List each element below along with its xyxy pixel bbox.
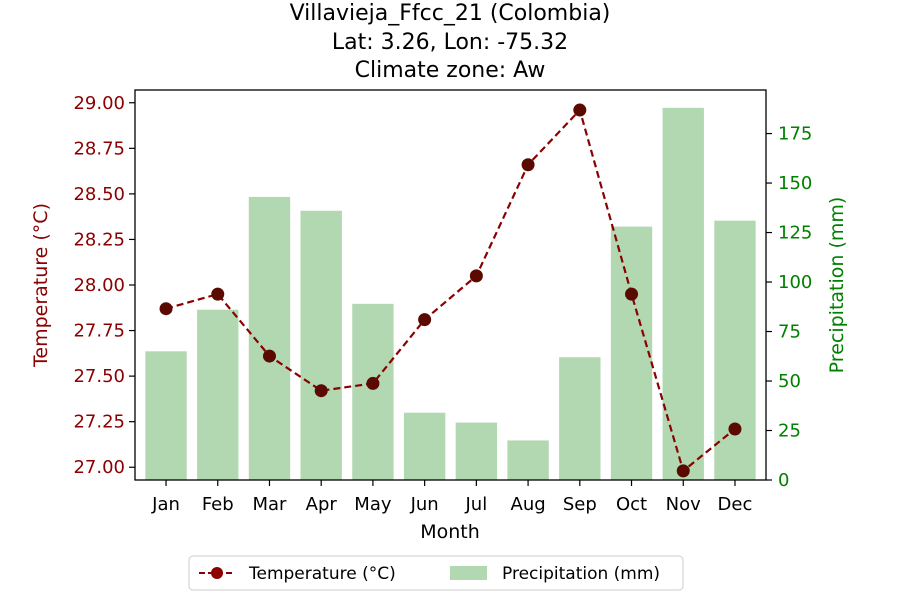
- precipitation-bars: [145, 107, 756, 481]
- precip-tick-label: 75: [778, 322, 801, 343]
- temp-tick-label: 27.50: [73, 366, 125, 387]
- legend-precipitation-label: Precipitation (mm): [502, 564, 660, 584]
- temp-point-mar: [262, 349, 276, 363]
- month-tick-label-nov: Nov: [666, 494, 701, 515]
- temp-tick-label: 28.00: [73, 275, 125, 296]
- temperature-axis: 27.00 27.25 27.50 27.75 28.00 28.25 28.50 28.75…: [73, 93, 135, 478]
- chart-title-line-3: Climate zone: Aw: [355, 58, 546, 83]
- month-tick-label-apr: Apr: [306, 494, 338, 515]
- temp-tick-label: 28.25: [73, 229, 125, 250]
- month-tick-label-jul: Jul: [465, 494, 488, 515]
- precip-bar-jul: [455, 422, 498, 480]
- month-tick-label-feb: Feb: [202, 494, 234, 515]
- temp-point-nov: [676, 464, 690, 478]
- chart-title-line-2: Lat: 3.26, Lon: -75.32: [332, 30, 568, 55]
- month-tick-label-mar: Mar: [252, 494, 287, 515]
- precip-tick-label: 50: [778, 371, 801, 392]
- temp-tick-label: 27.00: [73, 457, 125, 478]
- precip-bar-sep: [559, 357, 601, 480]
- temp-point-jan: [159, 302, 173, 316]
- precip-tick-label: 25: [778, 421, 801, 442]
- month-tick-label-sep: Sep: [563, 494, 597, 515]
- temp-point-sep: [573, 103, 587, 117]
- month-tick-label-aug: Aug: [511, 494, 546, 515]
- precip-bar-feb: [197, 309, 239, 480]
- temperature-axis-label: Temperature (°C): [30, 203, 52, 368]
- temp-point-oct: [625, 287, 639, 301]
- temp-point-jul: [469, 269, 483, 283]
- precipitation-axis: 0 25 50 75 100 125 150 175: [766, 124, 812, 491]
- temperature-line-layer: [159, 103, 742, 478]
- legend-box: [188, 555, 684, 591]
- month-tick-label-jun: Jun: [410, 494, 439, 515]
- precip-bar-aug: [507, 440, 549, 480]
- temp-tick-label: 27.25: [73, 412, 125, 433]
- precip-tick-label: 150: [778, 173, 812, 194]
- temp-point-aug: [521, 158, 535, 172]
- month-tick-label-oct: Oct: [616, 494, 647, 515]
- temp-point-apr: [314, 384, 328, 398]
- temp-point-may: [366, 376, 380, 390]
- precip-tick-label: 125: [778, 223, 812, 244]
- temp-tick-label: 28.75: [73, 138, 125, 159]
- legend-temperature-label: Temperature (°C): [248, 564, 396, 584]
- chart-title-line-1: Villavieja_Ffcc_21 (Colombia): [290, 1, 611, 26]
- temp-point-feb: [211, 287, 225, 301]
- month-tick-label-may: May: [354, 494, 392, 515]
- precip-bar-oct: [610, 226, 653, 480]
- precip-bar-jan: [145, 351, 187, 480]
- month-tick-label-jan: Jan: [151, 494, 180, 515]
- temp-tick-label: 28.50: [73, 184, 125, 205]
- chart-title: Villavieja_Ffcc_21 (Colombia) Lat: 3.26,…: [290, 1, 611, 83]
- precip-bar-may: [352, 303, 394, 480]
- precip-bar-dec: [714, 220, 756, 480]
- month-axis: Jan Feb Mar Apr May Jun Jul Aug Sep Oct Nov Dec: [151, 480, 752, 515]
- month-tick-label-dec: Dec: [718, 494, 753, 515]
- precip-bar-jun: [403, 412, 446, 480]
- legend-temperature-marker: [211, 567, 223, 579]
- temp-tick-label: 29.00: [73, 93, 125, 114]
- precip-bar-apr: [300, 210, 342, 481]
- month-axis-label: Month: [420, 521, 480, 543]
- legend: Temperature (°C) Precipitation (mm): [188, 555, 684, 591]
- temperature-line: [165, 107, 736, 473]
- temp-point-dec: [728, 422, 742, 436]
- precip-tick-label: 100: [778, 272, 812, 293]
- temp-tick-label: 27.75: [73, 321, 125, 342]
- precipitation-axis-label: Precipitation (mm): [826, 197, 848, 374]
- precip-bar-nov: [662, 107, 704, 480]
- legend-precipitation-swatch: [450, 566, 487, 580]
- precip-tick-label: 175: [778, 124, 812, 145]
- precip-tick-label: 0: [778, 470, 789, 491]
- temp-point-jun: [418, 313, 432, 327]
